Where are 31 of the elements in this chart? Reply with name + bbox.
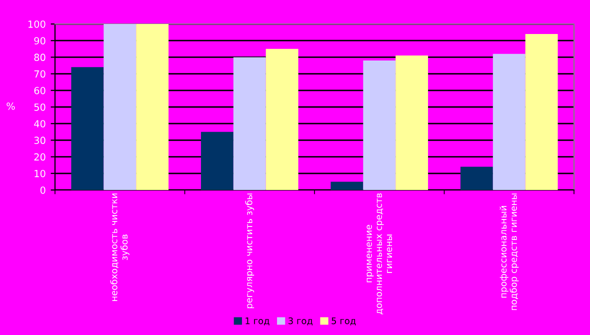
y-tick-label: 30 [34,136,46,144]
bar [266,48,298,190]
x-tick-label: регулярно чистить зубы [245,194,254,308]
bar [104,24,136,190]
legend-label: 5 год [332,318,356,326]
y-tick-label: 40 [34,120,46,128]
bar [136,24,169,190]
bar [330,182,364,190]
y-tick-label: 100 [28,20,46,28]
bar [363,60,396,190]
bar [200,132,234,190]
y-tick-label: 50 [34,103,46,111]
y-tick-label: 80 [34,54,46,62]
legend-label: 3 год [288,317,313,326]
bar [396,56,428,190]
y-axis-title: % [6,102,15,110]
x-tick-label: применение дополнительных средств гигиены [366,193,392,314]
y-tick-label: 90 [34,37,46,44]
bar [233,57,266,190]
bar [71,67,104,190]
y-tick-label: 60 [34,86,46,94]
y-tick-label: 20 [34,153,46,161]
bar [525,34,558,190]
y-tick-label: 10 [34,170,46,178]
x-tick-label: необходимость чистки зубов [110,194,130,301]
x-tick-label: профессиональный подбор средств гигиены [500,194,519,310]
y-tick-label: 70 [34,70,46,78]
y-tick-label: 0 [40,186,46,194]
bar [492,54,526,190]
legend-label: 1 год [246,318,270,326]
bar [460,166,493,190]
